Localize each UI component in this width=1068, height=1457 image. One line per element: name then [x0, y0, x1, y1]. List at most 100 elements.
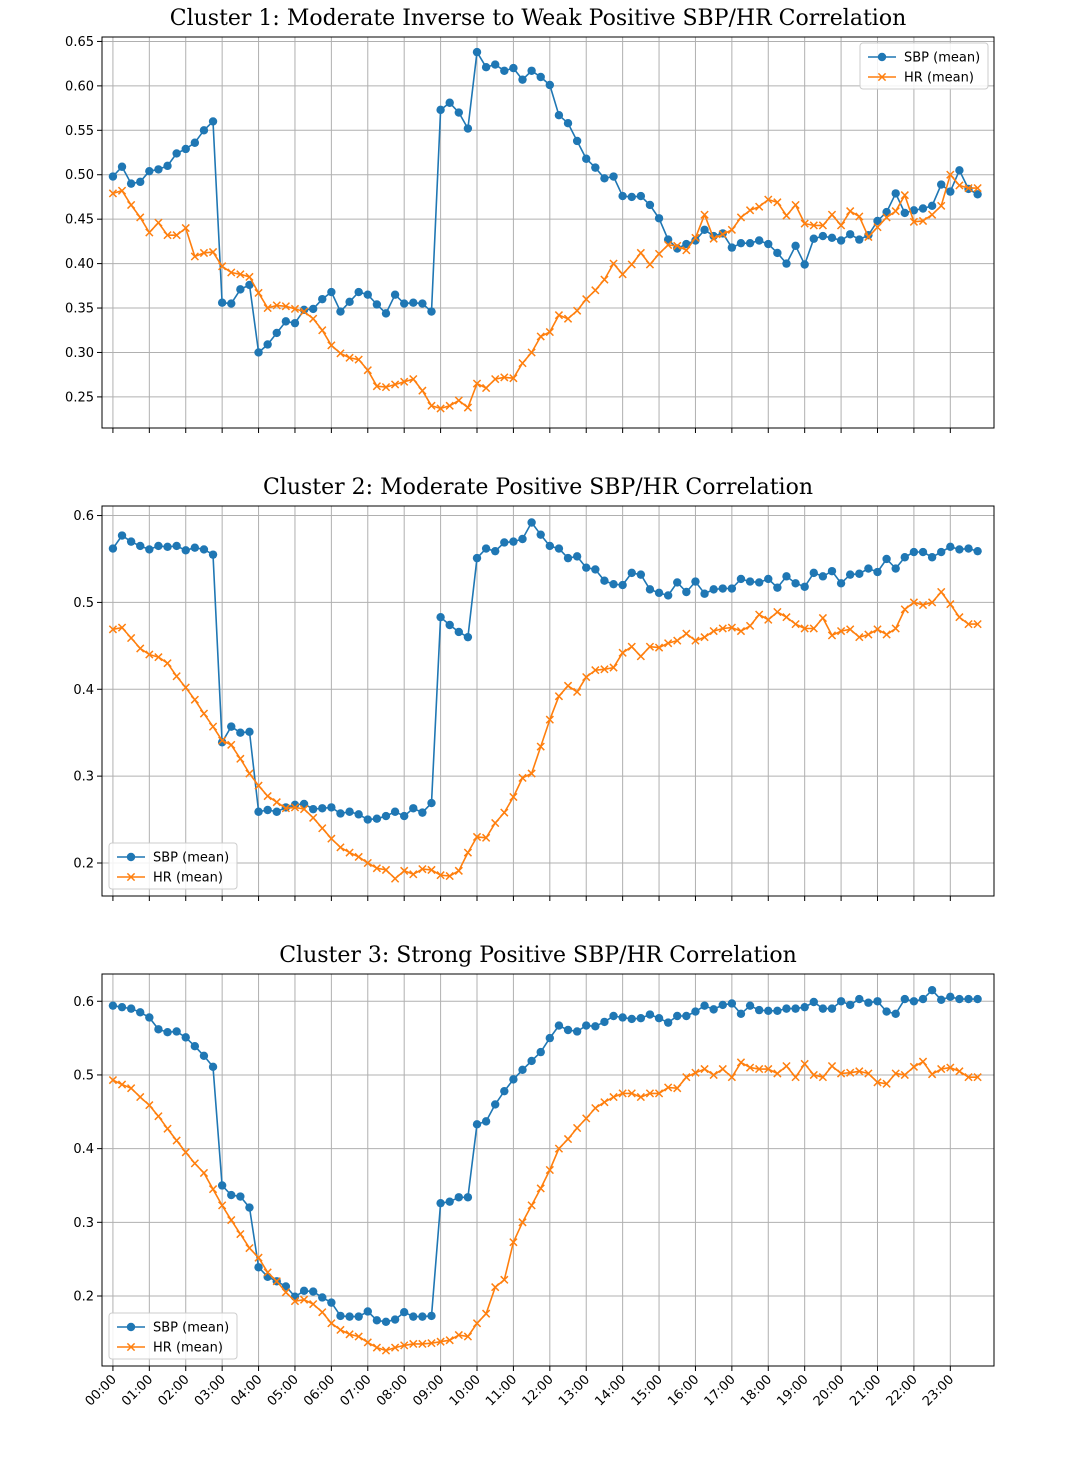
hr-point	[272, 1277, 281, 1286]
sbp-point	[308, 804, 318, 814]
hr-legend-label: HR (mean)	[904, 71, 974, 86]
sbp-point	[117, 531, 127, 540]
hr-point	[536, 742, 545, 751]
hr-point	[318, 1308, 327, 1317]
hr-point	[363, 366, 372, 375]
sbp-point	[491, 60, 500, 69]
sbp-point	[782, 572, 791, 581]
hr-point	[600, 275, 609, 284]
sbp-point	[882, 554, 891, 564]
hr-point	[491, 1283, 500, 1292]
hr-point	[818, 1073, 828, 1082]
hr-point	[918, 1057, 928, 1066]
hr-point	[818, 613, 828, 623]
hr-point	[609, 663, 618, 672]
sbp-point	[345, 807, 354, 816]
hr-point	[755, 610, 764, 619]
hr-point	[700, 210, 709, 219]
sbp-point	[782, 1004, 791, 1013]
sbp-point	[591, 163, 600, 172]
hr-point	[563, 314, 573, 323]
hr-point	[427, 865, 436, 875]
sbp-point	[172, 149, 181, 158]
sbp-point	[518, 534, 527, 544]
sbp-point	[582, 1021, 591, 1030]
sbp-point	[673, 578, 682, 587]
sbp-point	[773, 1006, 782, 1016]
hr-point	[281, 302, 290, 311]
hr-point	[618, 648, 627, 657]
hr-point	[172, 672, 181, 681]
hr-point	[591, 286, 600, 295]
hr-point	[418, 386, 427, 395]
sbp-point	[172, 1027, 181, 1036]
hr-point	[636, 1092, 645, 1102]
hr-point	[263, 791, 272, 801]
hr-point	[800, 219, 809, 228]
hr-point	[345, 353, 354, 362]
hr-point	[117, 186, 127, 195]
sbp-point	[327, 1298, 336, 1307]
sbp-point	[308, 304, 318, 314]
sbp-point	[973, 546, 982, 556]
hr-point	[946, 1063, 955, 1072]
sbp-point	[855, 994, 864, 1004]
sbp-point	[236, 1192, 245, 1201]
hr-point	[809, 221, 818, 230]
sbp-point	[381, 811, 391, 821]
hr-point	[600, 1098, 609, 1107]
hr-point	[454, 396, 463, 405]
sbp-point	[591, 1022, 600, 1031]
sbp-point	[718, 1000, 727, 1010]
hr-point	[327, 341, 336, 350]
sbp-point	[418, 1312, 427, 1321]
sbp-point	[927, 986, 937, 995]
hr-point	[664, 639, 673, 648]
hr-point	[818, 221, 828, 230]
sbp-point	[117, 162, 127, 171]
hr-point	[955, 181, 964, 190]
hr-point	[163, 231, 172, 240]
sbp-legend-label: SBP (mean)	[153, 1321, 229, 1336]
sbp-point	[545, 80, 555, 90]
sbp-point	[263, 1272, 272, 1282]
sbp-point	[909, 997, 919, 1006]
sbp-point	[381, 1317, 391, 1326]
chart-title: Cluster 1: Moderate Inverse to Weak Posi…	[170, 6, 907, 31]
hr-point	[336, 1325, 345, 1335]
hr-point	[381, 1346, 391, 1355]
sbp-point	[126, 537, 136, 546]
hr-point	[263, 1268, 272, 1277]
hr-point	[745, 1063, 755, 1072]
hr-point	[527, 1201, 536, 1210]
sbp-point	[427, 1311, 436, 1321]
hr-point	[709, 234, 718, 243]
sbp-point	[645, 1010, 655, 1019]
hr-point	[500, 808, 509, 817]
sbp-point	[481, 1117, 491, 1126]
hr-point	[700, 1064, 709, 1074]
sbp-point	[663, 1018, 673, 1027]
hr-point	[227, 1215, 236, 1225]
sbp-point	[691, 236, 700, 245]
hr-point	[272, 798, 281, 807]
hr-point	[755, 202, 764, 211]
sbp-point	[845, 570, 855, 579]
sbp-point	[882, 207, 891, 217]
hr-point	[372, 1343, 382, 1352]
hr-point	[791, 200, 800, 210]
sbp-point	[208, 550, 218, 559]
sbp-point	[545, 541, 555, 551]
hr-point	[254, 288, 263, 298]
hr-point	[691, 1068, 700, 1077]
hr-point	[527, 769, 536, 778]
hr-point	[117, 1080, 127, 1089]
sbp-point	[927, 201, 937, 211]
sbp-point	[764, 239, 773, 249]
sbp-point	[909, 206, 919, 215]
hr-point	[782, 613, 791, 622]
sbp-point	[764, 574, 773, 584]
sbp-point	[518, 75, 527, 84]
sbp-point	[845, 230, 855, 239]
x-tick-label: 08:00	[374, 1372, 411, 1409]
